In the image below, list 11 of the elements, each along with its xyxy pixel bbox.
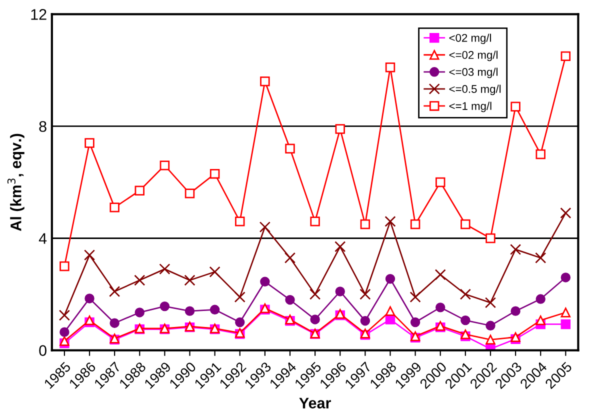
- x-axis-title: Year: [299, 398, 331, 408]
- y-tick-label: 8: [39, 121, 46, 132]
- y-tick-label: 12: [31, 9, 46, 20]
- y-tick-label: 0: [39, 345, 46, 356]
- legend-label: <=03 mg/l: [449, 68, 498, 78]
- y-axis-title: Al (km$^{3}$, eqv.): [7, 134, 24, 231]
- y-tick-label: 4: [38, 233, 47, 244]
- legend-label: <=0.5 mg/l: [449, 84, 501, 96]
- legend-label: <=1 mg/l: [449, 102, 492, 112]
- legend-label: <02 mg/l: [449, 34, 491, 44]
- legend-label: <=02 mg/l: [449, 50, 498, 62]
